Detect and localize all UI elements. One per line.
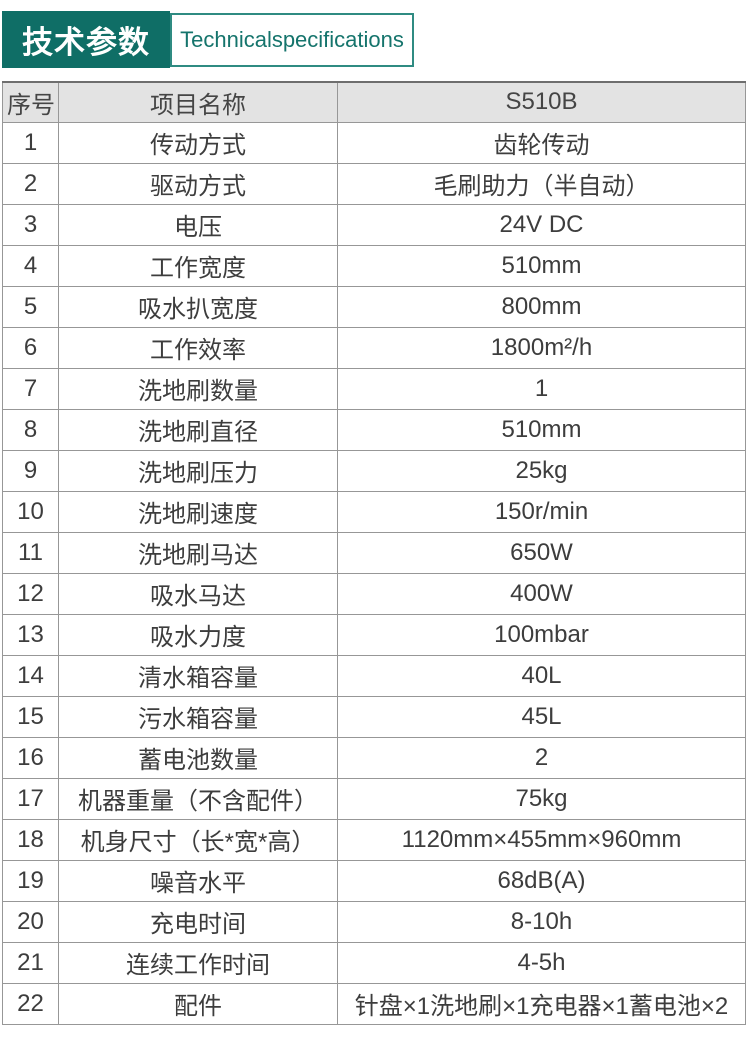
row-index: 19: [2, 859, 59, 902]
row-index: 6: [2, 326, 59, 369]
item-name: 连续工作时间: [58, 941, 338, 984]
table-row: 14 清水箱容量 40L: [2, 654, 746, 697]
row-index: 11: [2, 531, 59, 574]
row-index: 8: [2, 408, 59, 451]
item-value: 510mm: [337, 408, 746, 451]
item-value: 510mm: [337, 244, 746, 287]
row-index: 17: [2, 777, 59, 820]
item-name: 配件: [58, 982, 338, 1025]
row-index: 22: [2, 982, 59, 1025]
table-row: 22 配件 针盘×1洗地刷×1充电器×1蓄电池×2: [2, 982, 746, 1025]
col-header-model: S510B: [337, 81, 746, 123]
table-row: 8 洗地刷直径 510mm: [2, 408, 746, 451]
item-value: 齿轮传动: [337, 121, 746, 164]
row-index: 18: [2, 818, 59, 861]
item-name: 工作宽度: [58, 244, 338, 287]
item-name: 噪音水平: [58, 859, 338, 902]
col-header-index: 序号: [2, 81, 59, 123]
row-index: 16: [2, 736, 59, 779]
item-value: 40L: [337, 654, 746, 697]
table-row: 15 污水箱容量 45L: [2, 695, 746, 738]
table-row: 12 吸水马达 400W: [2, 572, 746, 615]
item-value: 24V DC: [337, 203, 746, 246]
item-name: 驱动方式: [58, 162, 338, 205]
row-index: 7: [2, 367, 59, 410]
table-row: 18 机身尺寸（长*宽*高） 1120mm×455mm×960mm: [2, 818, 746, 861]
item-name: 清水箱容量: [58, 654, 338, 697]
row-index: 9: [2, 449, 59, 492]
item-value: 1120mm×455mm×960mm: [337, 818, 746, 861]
item-name: 机身尺寸（长*宽*高）: [58, 818, 338, 861]
item-name: 洗地刷直径: [58, 408, 338, 451]
item-name: 充电时间: [58, 900, 338, 943]
row-index: 13: [2, 613, 59, 656]
item-value: 800mm: [337, 285, 746, 328]
item-name: 蓄电池数量: [58, 736, 338, 779]
item-name: 洗地刷马达: [58, 531, 338, 574]
row-index: 2: [2, 162, 59, 205]
row-index: 20: [2, 900, 59, 943]
item-name: 吸水马达: [58, 572, 338, 615]
spec-table: 序号 项目名称 S510B 1 传动方式 齿轮传动 2 驱动方式 毛刷助力（半自动） 3 电压…: [2, 81, 746, 1025]
item-value: 25kg: [337, 449, 746, 492]
table-row: 10 洗地刷速度 150r/min: [2, 490, 746, 533]
item-value: 2: [337, 736, 746, 779]
item-value: 650W: [337, 531, 746, 574]
item-value: 45L: [337, 695, 746, 738]
table-row: 11 洗地刷马达 650W: [2, 531, 746, 574]
item-name: 吸水扒宽度: [58, 285, 338, 328]
row-index: 4: [2, 244, 59, 287]
item-value: 1800m²/h: [337, 326, 746, 369]
row-index: 14: [2, 654, 59, 697]
item-name: 洗地刷数量: [58, 367, 338, 410]
item-name: 洗地刷速度: [58, 490, 338, 533]
table-row: 17 机器重量（不含配件） 75kg: [2, 777, 746, 820]
table-row: 20 充电时间 8-10h: [2, 900, 746, 943]
item-value: 400W: [337, 572, 746, 615]
table-row: 5 吸水扒宽度 800mm: [2, 285, 746, 328]
item-value: 150r/min: [337, 490, 746, 533]
item-value: 针盘×1洗地刷×1充电器×1蓄电池×2: [337, 982, 746, 1025]
table-row: 1 传动方式 齿轮传动: [2, 121, 746, 164]
table-row: 6 工作效率 1800m²/h: [2, 326, 746, 369]
item-name: 电压: [58, 203, 338, 246]
section-title-en: Technicalspecifications: [170, 13, 414, 67]
item-name: 洗地刷压力: [58, 449, 338, 492]
table-row: 16 蓄电池数量 2: [2, 736, 746, 779]
table-row: 4 工作宽度 510mm: [2, 244, 746, 287]
section-title-cn: 技术参数: [2, 11, 170, 68]
table-header-row: 序号 项目名称 S510B: [2, 81, 746, 123]
item-value: 1: [337, 367, 746, 410]
row-index: 3: [2, 203, 59, 246]
row-index: 15: [2, 695, 59, 738]
table-row: 2 驱动方式 毛刷助力（半自动）: [2, 162, 746, 205]
row-index: 12: [2, 572, 59, 615]
table-row: 9 洗地刷压力 25kg: [2, 449, 746, 492]
item-value: 68dB(A): [337, 859, 746, 902]
row-index: 21: [2, 941, 59, 984]
row-index: 10: [2, 490, 59, 533]
item-name: 吸水力度: [58, 613, 338, 656]
item-name: 传动方式: [58, 121, 338, 164]
item-value: 毛刷助力（半自动）: [337, 162, 746, 205]
item-name: 工作效率: [58, 326, 338, 369]
item-value: 100mbar: [337, 613, 746, 656]
table-row: 21 连续工作时间 4-5h: [2, 941, 746, 984]
item-name: 机器重量（不含配件）: [58, 777, 338, 820]
col-header-item-name: 项目名称: [58, 81, 338, 123]
item-name: 污水箱容量: [58, 695, 338, 738]
item-value: 8-10h: [337, 900, 746, 943]
row-index: 1: [2, 121, 59, 164]
table-row: 3 电压 24V DC: [2, 203, 746, 246]
table-row: 7 洗地刷数量 1: [2, 367, 746, 410]
row-index: 5: [2, 285, 59, 328]
item-value: 75kg: [337, 777, 746, 820]
table-row: 19 噪音水平 68dB(A): [2, 859, 746, 902]
item-value: 4-5h: [337, 941, 746, 984]
table-row: 13 吸水力度 100mbar: [2, 613, 746, 656]
